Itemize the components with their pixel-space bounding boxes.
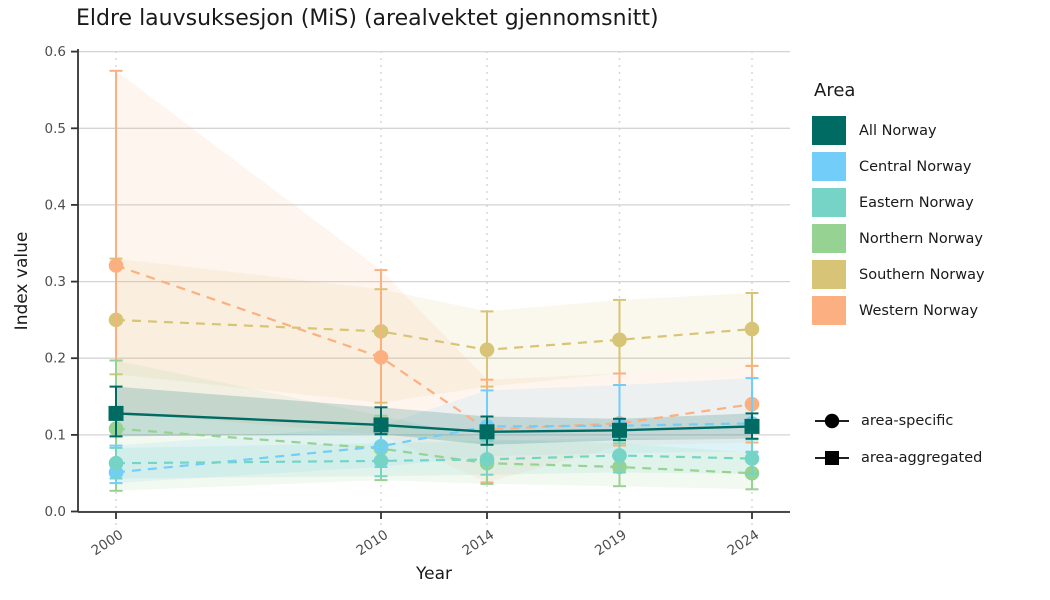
- legend-item-label: Northern Norway: [859, 230, 983, 247]
- axes: [71, 49, 790, 519]
- legend-swatch-icon: [812, 296, 846, 325]
- ribbon-central-norway: [116, 378, 752, 484]
- y-tick-labels: 0.0 0.1 0.2 0.3 0.4 0.5 0.6: [45, 44, 66, 520]
- legend-item-southern-norway: Southern Norway: [812, 260, 985, 289]
- svg-text:0.1: 0.1: [45, 427, 66, 443]
- legend-item-eastern-norway: Eastern Norway: [812, 188, 985, 217]
- svg-text:2024: 2024: [725, 527, 763, 559]
- circle-marker-icon: [815, 413, 849, 429]
- ribbon-southern-norway: [116, 258, 752, 403]
- ribbon-northern-norway: [116, 360, 752, 491]
- color-legend: Area All Norway Central Norway Eastern Nor…: [812, 80, 985, 332]
- svg-text:2019: 2019: [592, 527, 630, 559]
- legend-item-western-norway: Western Norway: [812, 296, 985, 325]
- legend-swatch-icon: [812, 188, 846, 217]
- legend-item-label: Eastern Norway: [859, 194, 974, 211]
- legend-title: Area: [814, 80, 856, 101]
- legend-item-all-norway: All Norway: [812, 116, 985, 145]
- chart-title: Eldre lauvsuksesjon (MiS) (arealvektet g…: [76, 6, 659, 31]
- legend-items: All Norway Central Norway Eastern Norway No…: [812, 116, 985, 325]
- x-tick-labels: 2000 2010 2014 2019 2024: [89, 527, 763, 559]
- ribbon-eastern-norway: [116, 437, 752, 479]
- svg-text:0.2: 0.2: [45, 351, 66, 367]
- pointrange-all-norway: [108, 385, 760, 446]
- legend-item-label: Western Norway: [859, 302, 979, 319]
- x-axis-title: Year: [416, 564, 452, 584]
- y-axis-title: Index value: [12, 231, 32, 331]
- svg-text:0.4: 0.4: [45, 197, 66, 213]
- legend-item-label: Southern Norway: [859, 266, 985, 283]
- ribbon-western-norway: [116, 70, 752, 483]
- shape-legend-label: area-aggregated: [861, 450, 983, 466]
- svg-text:0.5: 0.5: [45, 121, 66, 137]
- svg-text:0.6: 0.6: [45, 44, 66, 60]
- shape-legend-item-area-specific: area-specific: [812, 408, 982, 434]
- legend-item-northern-norway: Northern Norway: [812, 224, 985, 253]
- legend-swatch-icon: [812, 116, 846, 145]
- shape-legend: area-specific area-aggregated: [812, 408, 982, 482]
- shape-legend-item-area-aggregated: area-aggregated: [812, 445, 982, 471]
- svg-text:2014: 2014: [460, 527, 498, 559]
- square-marker-icon: [815, 451, 849, 465]
- legend-item-label: Central Norway: [859, 158, 972, 175]
- svg-text:2000: 2000: [89, 527, 127, 559]
- legend-item-central-norway: Central Norway: [812, 152, 985, 181]
- legend-swatch-icon: [812, 260, 846, 289]
- svg-text:0.3: 0.3: [45, 274, 66, 290]
- legend-item-label: All Norway: [859, 122, 937, 139]
- shape-legend-label: area-specific: [861, 413, 954, 429]
- svg-text:0.0: 0.0: [45, 504, 66, 520]
- legend-swatch-icon: [812, 224, 846, 253]
- legend-swatch-icon: [812, 152, 846, 181]
- svg-text:2010: 2010: [354, 527, 392, 559]
